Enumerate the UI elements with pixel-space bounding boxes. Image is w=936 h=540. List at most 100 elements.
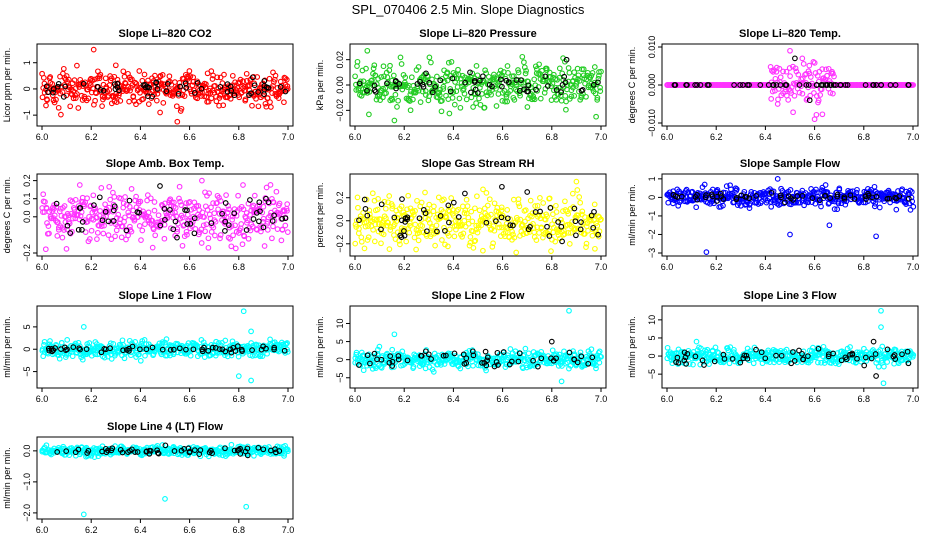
point-amb_temp: [152, 232, 159, 239]
y-axis-label: Licor ppm per min.: [2, 48, 12, 123]
point-amb_temp: [113, 215, 120, 221]
subset-point-pressure: [447, 88, 454, 95]
point-line4: [222, 453, 229, 459]
point-rh: [415, 237, 422, 244]
point-line1: [187, 352, 194, 359]
point-pressure: [370, 65, 377, 72]
point-amb_temp: [279, 226, 286, 233]
point-pressure: [436, 89, 443, 96]
point-amb_temp: [147, 195, 154, 202]
point-amb_temp: [210, 224, 217, 231]
point-rh: [561, 228, 567, 234]
point-amb_temp: [269, 235, 275, 242]
point-amb_temp: [115, 211, 122, 218]
y-tick-label: 0: [647, 353, 657, 358]
point-co2: [133, 80, 140, 87]
panel-title: Slope Line 4 (LT) Flow: [107, 421, 223, 433]
point-rh: [491, 227, 498, 234]
point-pressure: [387, 62, 393, 69]
point-rh: [386, 246, 393, 252]
y-tick-label: 0.02: [335, 51, 345, 69]
point-sample_flow: [723, 183, 730, 189]
point-amb_temp: [184, 211, 191, 218]
point-line2: [596, 359, 603, 366]
subset-point-line2: [566, 349, 573, 356]
point-pressure: [426, 54, 433, 61]
subset-point-rh: [398, 217, 405, 224]
subset-point-amb_temp: [191, 230, 198, 237]
y-tick-label: 0.0: [22, 211, 32, 224]
x-tick-label: 7.0: [282, 394, 295, 404]
subset-point-co2: [261, 83, 268, 89]
point-pressure: [389, 96, 396, 103]
point-rh: [363, 196, 370, 203]
point-rh: [374, 216, 380, 223]
subset-point-line3: [762, 355, 769, 362]
subset-point-amb_temp: [174, 234, 180, 241]
point-line1: [200, 339, 207, 346]
point-temp: [811, 60, 818, 66]
panel-title: Slope Line 1 Flow: [119, 290, 212, 302]
subset-point-temp: [844, 82, 851, 88]
point-rh: [371, 238, 378, 245]
point-rh: [461, 210, 468, 216]
point-line3: [881, 363, 887, 370]
point-amb_temp: [217, 235, 223, 242]
subset-point-pressure: [499, 83, 505, 90]
point-temp: [819, 66, 826, 72]
point-line1: [159, 339, 166, 345]
point-pressure: [594, 97, 601, 103]
point-pressure: [533, 66, 540, 72]
point-sample_flow: [818, 203, 824, 210]
subset-point-rh: [507, 222, 514, 228]
point-pressure: [437, 86, 443, 93]
subset-point-sample_flow: [738, 192, 745, 199]
point-co2: [240, 78, 246, 85]
point-co2: [58, 111, 64, 118]
point-amb_temp: [42, 199, 48, 205]
point-amb_temp: [98, 185, 105, 191]
point-pressure: [482, 67, 488, 74]
point-pressure: [531, 96, 538, 103]
point-rh: [565, 210, 572, 217]
point-line4: [88, 452, 95, 459]
subset-point-sample_flow: [851, 195, 858, 202]
point-line1: [213, 338, 219, 345]
point-amb_temp: [201, 214, 207, 220]
point-co2: [47, 74, 54, 80]
outlier-point-line3: [870, 338, 877, 345]
y-axis-label: degrees C per min.: [2, 177, 12, 254]
x-tick-label: 6.6: [808, 262, 821, 272]
x-tick-label: 7.0: [595, 262, 608, 272]
subset-point-line2: [422, 348, 429, 355]
point-line3: [892, 346, 899, 353]
point-line2: [517, 358, 524, 364]
point-line2: [377, 364, 384, 370]
subset-point-co2: [114, 80, 121, 87]
subset-point-line3: [675, 359, 682, 366]
subset-point-co2: [164, 81, 171, 87]
point-amb_temp: [125, 232, 131, 239]
subset-point-line3: [799, 350, 805, 357]
point-co2: [127, 87, 133, 94]
outlier-point-sample_flow: [826, 222, 833, 229]
point-rh: [448, 195, 455, 201]
point-pressure: [392, 91, 399, 98]
subset-point-amb_temp: [161, 206, 168, 212]
subset-point-line4: [242, 448, 249, 455]
subset-point-amb_temp: [170, 226, 177, 233]
point-amb_temp: [205, 235, 212, 242]
subset-point-line3: [729, 356, 736, 362]
point-amb_temp: [98, 223, 105, 230]
subset-point-co2: [163, 88, 170, 94]
point-amb_temp: [277, 210, 283, 217]
point-line2: [593, 365, 599, 372]
point-pressure: [596, 73, 602, 79]
point-line1: [110, 341, 117, 347]
point-co2: [166, 73, 173, 80]
point-pressure: [595, 75, 602, 82]
point-rh: [490, 240, 496, 247]
subset-point-line3: [884, 346, 891, 353]
